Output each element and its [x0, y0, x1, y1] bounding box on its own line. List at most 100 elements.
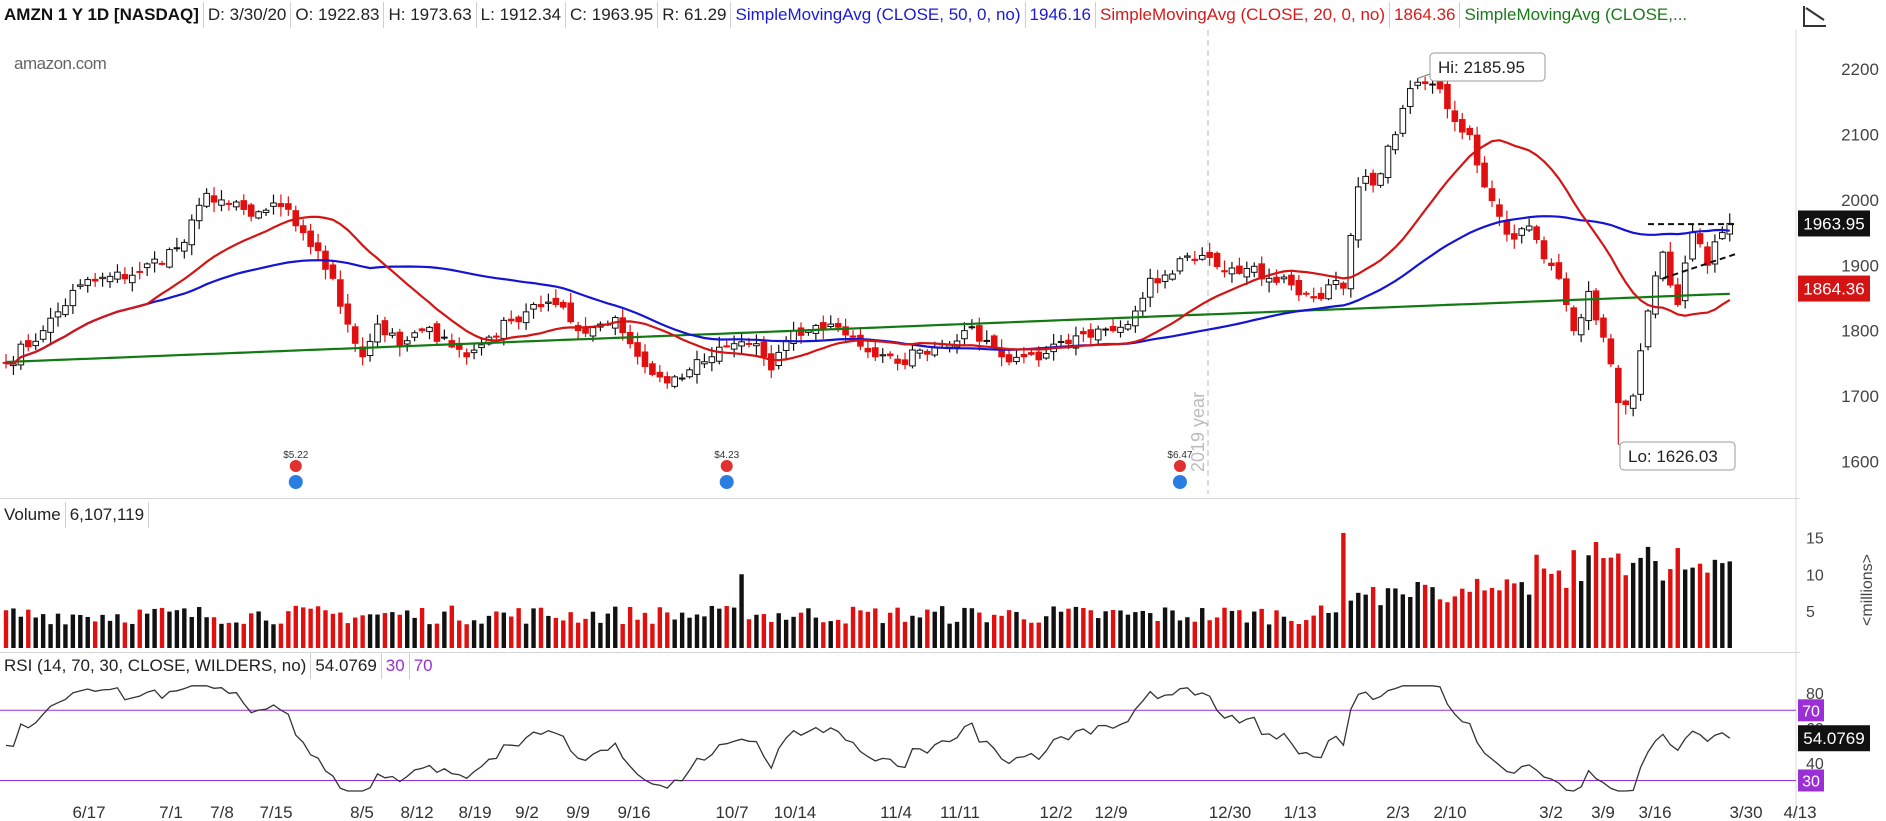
- candle-body: [1057, 340, 1065, 344]
- candle-body: [426, 326, 433, 333]
- dividend-amount: $4.23: [714, 450, 739, 461]
- x-tick-label: 9/9: [566, 803, 590, 821]
- volume-bar: [1556, 570, 1562, 648]
- sma50-label[interactable]: SimpleMovingAvg (CLOSE, 50, 0, no): [731, 2, 1026, 28]
- x-tick-label: 11/11: [940, 803, 980, 821]
- candle-body: [1265, 277, 1273, 283]
- candle-body: [983, 339, 991, 342]
- candle-body: [1384, 145, 1392, 179]
- volume-bar: [509, 616, 514, 648]
- candle-body: [1184, 255, 1191, 258]
- candle-body: [1540, 240, 1548, 260]
- chart-style-icon[interactable]: [1800, 2, 1830, 32]
- candle-body: [1525, 225, 1533, 231]
- rsi-high-value: 70: [413, 656, 433, 675]
- volume-bar: [1341, 532, 1346, 648]
- volume-bar: [657, 607, 663, 648]
- volume-bar: [271, 624, 276, 648]
- rsi-last-tag: 54.0769: [1803, 729, 1864, 748]
- x-tick-label: 10/7: [715, 803, 748, 821]
- volume-bar: [1066, 608, 1071, 648]
- close-label: C: 1963.95: [566, 2, 659, 28]
- candle-body: [1102, 328, 1109, 331]
- x-tick-label: 11/4: [880, 803, 912, 821]
- candle-body: [708, 356, 716, 364]
- volume-bar: [1660, 580, 1666, 648]
- price-tick-label: 2000: [1841, 191, 1879, 210]
- candle-body: [701, 361, 708, 365]
- candle-body: [552, 297, 560, 305]
- candle-body: [396, 331, 404, 348]
- volume-bar: [1422, 584, 1428, 648]
- x-tick-label: 8/19: [458, 803, 491, 821]
- volume-bar: [1214, 617, 1220, 648]
- candle-body: [418, 328, 426, 332]
- candle-body: [411, 332, 418, 338]
- volume-bar: [11, 608, 16, 648]
- volume-bar: [694, 614, 700, 648]
- candle-body: [1280, 276, 1288, 280]
- candle-body: [1585, 290, 1592, 322]
- candle-body: [1213, 252, 1221, 268]
- candle-body: [1020, 354, 1028, 358]
- candle-body: [1042, 352, 1050, 359]
- volume-bar: [1274, 610, 1279, 648]
- sma20-price-tag: 1864.36: [1803, 280, 1864, 299]
- volume-bar: [1460, 588, 1465, 648]
- x-tick-label: 6/17: [72, 803, 105, 821]
- volume-bar: [672, 619, 677, 648]
- volume-bar: [665, 612, 670, 648]
- candle-body: [530, 303, 537, 310]
- volume-bar: [910, 615, 915, 648]
- volume-bar: [1638, 557, 1643, 648]
- candle-body: [166, 249, 173, 268]
- candle-body: [1087, 329, 1095, 338]
- candle-body: [493, 335, 500, 338]
- x-tick-label: 10/14: [774, 803, 817, 821]
- volume-bar: [1006, 610, 1012, 648]
- candle-body: [1600, 317, 1607, 338]
- candle-body: [1458, 119, 1466, 133]
- symbol-label[interactable]: AMZN 1 Y 1D [NASDAQ]: [0, 2, 204, 28]
- dividend-icon: [289, 460, 302, 472]
- volume-bar: [1541, 568, 1547, 648]
- x-tick-label: 3/2: [1539, 803, 1563, 821]
- open-label: O: 1922.83: [291, 2, 385, 28]
- volume-bar: [1259, 608, 1264, 648]
- volume-bar: [1578, 581, 1584, 648]
- sma200-label[interactable]: SimpleMovingAvg (CLOSE,...: [1464, 5, 1688, 24]
- volume-bar: [130, 623, 135, 648]
- volume-bar: [1608, 557, 1614, 648]
- candle-body: [1354, 186, 1362, 241]
- volume-bar: [798, 612, 804, 648]
- volume-label[interactable]: Volume: [0, 502, 66, 528]
- volume-bar: [932, 611, 937, 648]
- x-tick-label: 9/16: [617, 803, 650, 821]
- candle-body: [1362, 175, 1369, 184]
- candle-body: [886, 353, 894, 357]
- volume-bar: [1497, 590, 1502, 648]
- candle-body: [218, 199, 225, 206]
- volume-bar: [1051, 606, 1056, 648]
- volume-bar: [843, 623, 848, 648]
- volume-bar: [1586, 555, 1591, 648]
- candle-body: [344, 303, 352, 325]
- volume-tick-label: 15: [1806, 530, 1824, 547]
- candle-body: [225, 202, 233, 205]
- volume-bar: [159, 607, 165, 648]
- volume-bar: [650, 623, 655, 648]
- volume-bar: [323, 610, 328, 648]
- volume-bar: [494, 611, 499, 648]
- volume-bar: [449, 605, 454, 648]
- volume-bar: [887, 612, 893, 648]
- dividend-icon: [1173, 460, 1186, 472]
- candle-body: [195, 204, 203, 222]
- year-marker-label: 2019 year: [1188, 392, 1208, 472]
- volume-bar: [977, 612, 982, 648]
- rsi-label[interactable]: RSI (14, 70, 30, CLOSE, WILDERS, no): [0, 653, 312, 679]
- candle-body: [1533, 226, 1540, 241]
- sma20-label[interactable]: SimpleMovingAvg (CLOSE, 20, 0, no): [1096, 2, 1391, 28]
- volume-bar: [3, 610, 9, 648]
- volume-bar: [516, 608, 521, 648]
